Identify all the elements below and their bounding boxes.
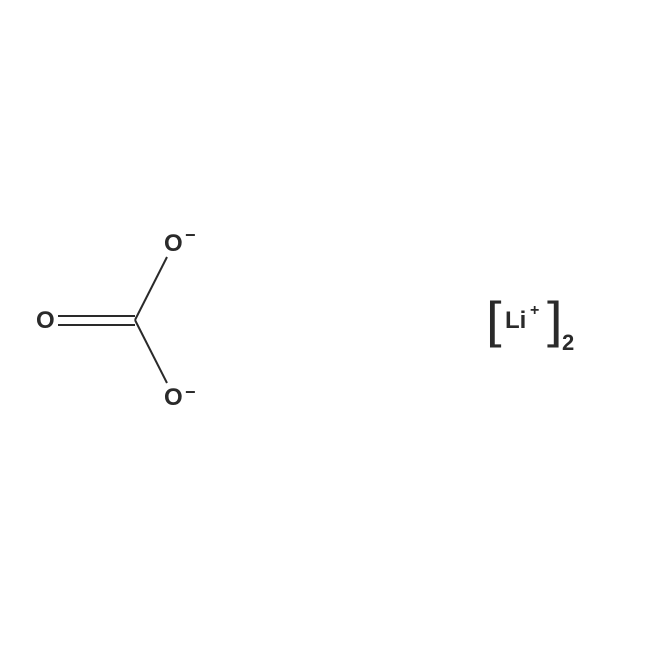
lithium-atom: Li [505, 307, 526, 335]
bracket-right: ] [547, 290, 563, 349]
lithium-charge: + [530, 302, 539, 320]
subscript-count: 2 [562, 330, 574, 356]
chemical-structure-diagram: O − O O − [ Li + ] 2 [0, 0, 650, 650]
bracket-left: [ [486, 290, 502, 349]
